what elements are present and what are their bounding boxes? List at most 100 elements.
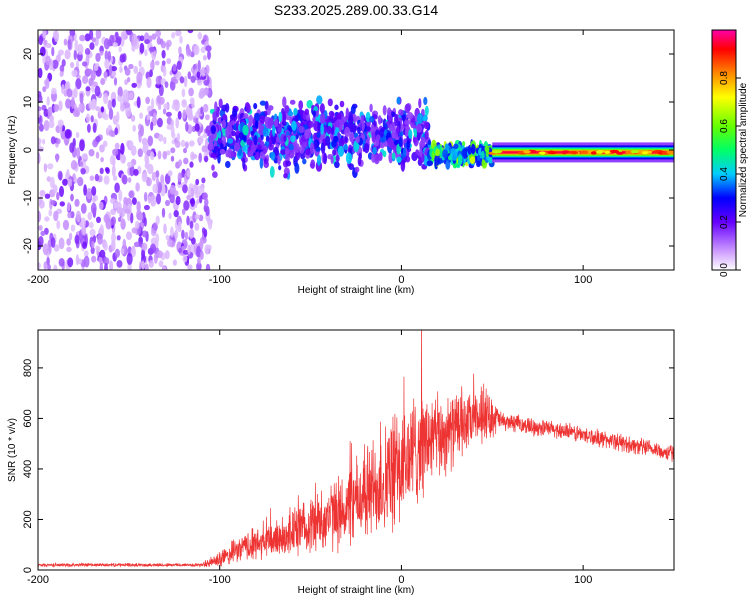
spectrogram-cell (167, 170, 173, 177)
spectrogram-cell (291, 120, 297, 131)
spectrogram-cell (57, 170, 63, 181)
spectrogram-cell (45, 55, 51, 66)
spectrogram-cell (164, 250, 170, 260)
spectrogram-cell (217, 130, 222, 139)
spectrogram-cell (190, 197, 195, 207)
spectrogram-cell (103, 175, 110, 185)
spectrogram-cell (79, 161, 84, 167)
spectrogram-cell (191, 153, 198, 159)
y-tick-label: -10 (22, 190, 34, 206)
spectrogram-cell (102, 140, 108, 148)
spectrogram-cell (166, 124, 173, 130)
snr-background (38, 330, 674, 570)
spectrogram-cell (181, 208, 186, 215)
spectrogram-cell (285, 148, 289, 156)
spectrogram-cell (230, 120, 236, 126)
spectrogram-cell (75, 131, 80, 139)
spectrogram-cell (344, 135, 348, 144)
spectrogram-cell (332, 149, 337, 156)
spectrogram-cell (199, 239, 204, 250)
spectrogram-cell (133, 65, 139, 74)
spectrogram-cell (274, 119, 279, 128)
spectrogram-cell (225, 126, 230, 139)
spectrogram-cell (165, 111, 172, 117)
spectrogram-cell (127, 161, 133, 168)
spectrogram-cell (85, 220, 90, 228)
spectrogram-cell (254, 120, 259, 129)
spectrogram-cell (85, 113, 91, 124)
spectrogram-cell (282, 96, 287, 108)
spectrogram-cell (156, 117, 163, 128)
spectrogram-cell (290, 135, 296, 143)
spectrogram-cell (83, 255, 90, 268)
spectrogram-cell (186, 215, 190, 226)
spectrogram-cell (91, 186, 97, 196)
spectrogram-cell (70, 97, 75, 109)
spectrogram-cell (333, 135, 339, 143)
spectrogram-cell (111, 71, 117, 77)
spectrogram-cell (408, 129, 413, 140)
x-tick-label: -200 (27, 574, 49, 586)
spectrogram-cell (210, 125, 216, 135)
spectrogram-cell (190, 187, 195, 198)
spectrogram-cell (155, 215, 160, 225)
spectrogram-cell (418, 98, 422, 109)
spectrogram-cell (275, 136, 280, 144)
spectrogram-cell (277, 123, 282, 134)
spectrogram-cell (334, 161, 340, 169)
snr-y-ticks: 0 200 400 600 800 (22, 359, 674, 573)
spectrogram-cell (59, 185, 64, 198)
spectrogram-cell (184, 231, 189, 241)
spectrogram-cell (91, 37, 96, 43)
spectrogram-cell (95, 245, 101, 252)
spectrogram-cell (334, 104, 339, 111)
spectrogram-cell (298, 109, 303, 115)
spectrogram-cell (330, 155, 334, 164)
spectrogram-cell (262, 147, 267, 155)
spectrogram-cell (61, 84, 65, 95)
spectrogram-cell (250, 144, 256, 153)
spectrogram-cell (145, 96, 151, 104)
y-tick-label: 400 (22, 460, 34, 478)
spectrogram-cell (138, 60, 142, 67)
spectrogram-cell (401, 114, 406, 121)
spectrogram-cell (135, 182, 140, 192)
spectrogram-cell (148, 110, 154, 117)
spectrogram-cell (42, 138, 46, 145)
spectrogram-cell (160, 174, 165, 185)
spectrogram-cell (396, 156, 402, 163)
spectrogram-cell (259, 157, 264, 169)
spectrogram-cell (316, 154, 322, 166)
spectrogram-cell (398, 137, 403, 148)
spectrogram-cell (298, 100, 304, 110)
spectrogram-cell (107, 50, 112, 62)
spectrogram-cell (357, 155, 362, 167)
spectrogram-cell (84, 48, 91, 56)
spectrogram-cell (377, 115, 382, 125)
spectrogram-cell (95, 30, 102, 40)
spectrogram-cell (127, 177, 132, 183)
spectrogram-cell (62, 178, 68, 186)
spectrogram-cell (666, 150, 674, 155)
spectrogram-cell (283, 173, 288, 179)
spectrogram-cell (580, 150, 589, 154)
spectrogram-cell (153, 112, 157, 119)
spectrogram-cell (119, 66, 123, 73)
spectrogram-cell (417, 112, 424, 124)
spectrogram-cell (52, 184, 58, 194)
spectrogram-cell (116, 235, 121, 241)
spectrogram-cell (155, 30, 162, 38)
spectrogram-cell (103, 241, 108, 251)
spectrogram-cell (99, 262, 103, 270)
spectrogram-cell (142, 142, 149, 154)
x-tick-label: -100 (209, 574, 231, 586)
snr-plot: -200 -100 0 100 0 200 400 600 800 Height of str… (7, 329, 675, 596)
spectrogram-cell (91, 84, 95, 93)
spectrogram-cell (287, 111, 294, 117)
spectrogram-cell (50, 199, 56, 206)
spectrogram-cell (201, 227, 206, 235)
spectrogram-cell (257, 137, 262, 143)
spectrogram-cell (128, 140, 134, 149)
spectrogram-cell (193, 44, 200, 56)
